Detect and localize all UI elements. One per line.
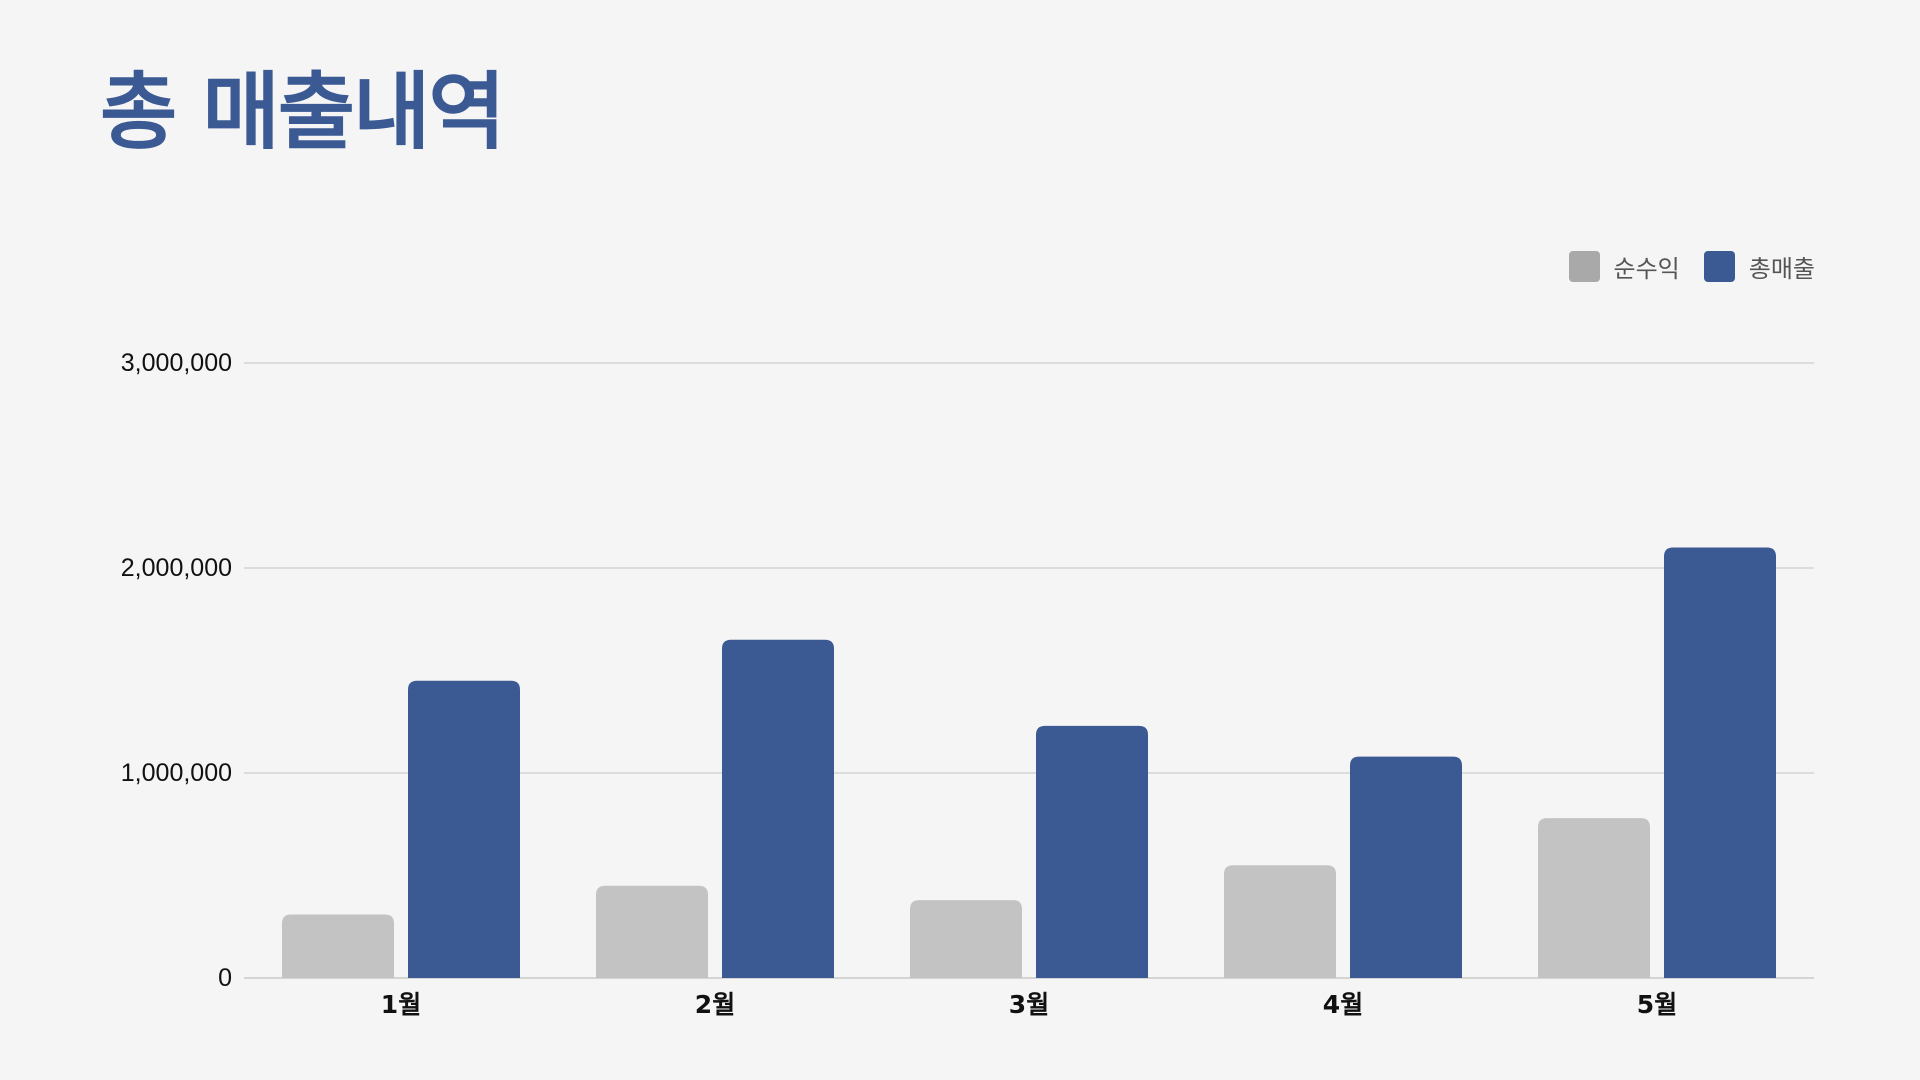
bar-net-profit <box>1224 865 1336 978</box>
y-tick-label: 2,000,000 <box>121 554 232 582</box>
x-tick-label: 4월 <box>1323 990 1363 1019</box>
legend-item-total-sales: 총매출 <box>1703 249 1815 284</box>
bar-net-profit <box>910 900 1022 978</box>
legend-label-net-profit: 순수익 <box>1613 255 1680 283</box>
x-tick-label: 1월 <box>381 990 421 1019</box>
page-title: 총 매출내역 <box>100 63 506 161</box>
y-tick-label: 3,000,000 <box>121 349 232 377</box>
legend-item-net-profit: 순수익 <box>1568 249 1680 284</box>
y-tick-label: 1,000,000 <box>121 759 232 787</box>
bar-total-sales <box>1036 725 1148 978</box>
bar-net-profit <box>596 885 708 978</box>
bar-total-sales <box>1350 756 1462 978</box>
bar-total-sales <box>722 639 834 978</box>
x-tick-label: 2월 <box>695 990 735 1019</box>
x-tick-label: 5월 <box>1637 990 1677 1019</box>
y-tick-label: 0 <box>218 964 232 992</box>
x-tick-label: 3월 <box>1009 990 1049 1019</box>
legend-swatch-net-profit <box>1568 251 1600 282</box>
bar-total-sales <box>1664 547 1776 978</box>
bar-total-sales <box>408 680 520 978</box>
bar-net-profit <box>1538 818 1650 978</box>
bar-net-profit <box>282 914 394 978</box>
legend-label-total-sales: 총매출 <box>1748 255 1815 283</box>
legend-swatch-total-sales <box>1703 251 1735 282</box>
chart-legend: 순수익 총매출 <box>1568 249 1815 284</box>
